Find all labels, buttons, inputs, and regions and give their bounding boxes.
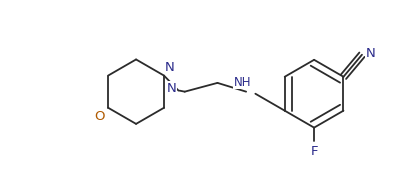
Text: O: O: [94, 110, 105, 123]
Text: NH: NH: [234, 76, 251, 89]
Text: N: N: [165, 61, 175, 74]
Text: F: F: [310, 145, 318, 158]
Text: N: N: [167, 82, 177, 95]
Text: N: N: [366, 47, 376, 60]
